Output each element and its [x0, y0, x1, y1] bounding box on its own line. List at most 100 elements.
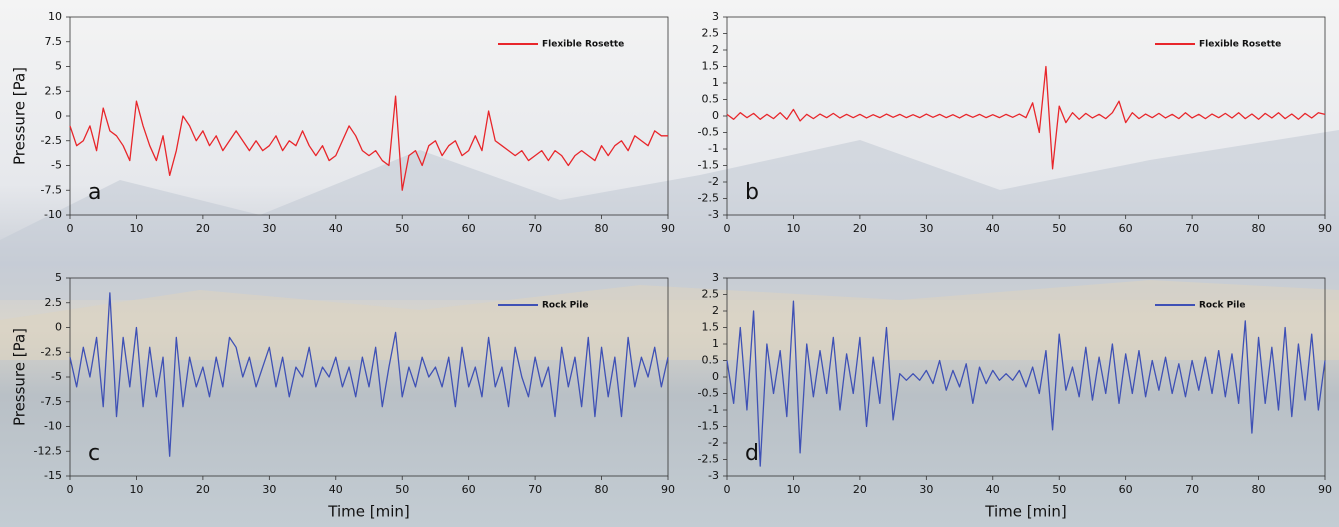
x-tick-label: 70 — [1185, 222, 1199, 235]
y-tick-label: 2.5 — [702, 27, 720, 40]
y-tick-label: 0 — [712, 109, 719, 122]
x-axis-label: Time [min] — [984, 503, 1066, 521]
y-tick-label: 3 — [712, 271, 719, 284]
y-tick-label: -1.5 — [698, 159, 719, 172]
data-line — [726, 65, 1326, 170]
x-tick-label: 50 — [395, 222, 409, 235]
y-tick-label: 0 — [712, 370, 719, 383]
y-tick-label: -3 — [708, 208, 719, 221]
y-tick-label: 5 — [55, 60, 62, 73]
x-tick-label: 90 — [661, 222, 675, 235]
y-tick-label: -2.5 — [41, 345, 62, 358]
y-tick-label: -3 — [708, 469, 719, 482]
x-tick-label: 10 — [129, 222, 143, 235]
y-tick-label: 1 — [712, 76, 719, 89]
y-tick-label: 5 — [55, 271, 62, 284]
x-tick-label: 10 — [129, 483, 143, 496]
x-tick-label: 20 — [853, 222, 867, 235]
legend-label: Flexible Rosette — [1199, 40, 1281, 50]
x-tick-label: 60 — [1119, 222, 1133, 235]
y-tick-label: 2 — [712, 43, 719, 56]
x-tick-label: 50 — [395, 483, 409, 496]
x-tick-label: 30 — [262, 222, 276, 235]
y-tick-label: 1.5 — [702, 321, 720, 334]
y-tick-label: -2 — [708, 175, 719, 188]
x-tick-label: 40 — [986, 222, 1000, 235]
y-tick-label: 0.5 — [702, 93, 720, 106]
panel-label: a — [88, 180, 101, 205]
legend-label: Rock Pile — [542, 301, 588, 311]
panel-label: b — [745, 180, 759, 205]
x-tick-label: 20 — [196, 483, 210, 496]
y-tick-label: 0 — [55, 109, 62, 122]
data-line — [726, 300, 1326, 467]
x-tick-label: 20 — [853, 483, 867, 496]
x-tick-label: 20 — [196, 222, 210, 235]
data-line — [69, 95, 668, 191]
x-tick-label: 90 — [1318, 222, 1332, 235]
mountains — [0, 130, 1339, 300]
y-tick-label: 2.5 — [702, 288, 720, 301]
x-tick-label: 10 — [786, 483, 800, 496]
y-tick-label: -5 — [51, 370, 62, 383]
x-tick-label: 60 — [462, 222, 476, 235]
y-tick-label: 7.5 — [45, 35, 63, 48]
x-tick-label: 70 — [1185, 483, 1199, 496]
y-tick-label: -1 — [708, 142, 719, 155]
x-tick-label: 80 — [1252, 222, 1266, 235]
x-tick-label: 30 — [919, 483, 933, 496]
hills — [0, 280, 1339, 360]
x-tick-label: 60 — [462, 483, 476, 496]
y-tick-label: -1.5 — [698, 420, 719, 433]
y-tick-label: 3 — [712, 10, 719, 23]
y-axis-label: Pressure [Pa] — [11, 67, 29, 165]
y-tick-label: 1.5 — [702, 60, 720, 73]
x-tick-label: 0 — [724, 483, 731, 496]
x-tick-label: 0 — [724, 222, 731, 235]
y-tick-label: -10 — [44, 420, 62, 433]
y-tick-label: -5 — [51, 159, 62, 172]
y-tick-label: 2.5 — [45, 296, 63, 309]
y-tick-label: 0 — [55, 321, 62, 334]
x-tick-label: 30 — [262, 483, 276, 496]
y-tick-label: -2.5 — [698, 192, 719, 205]
x-axis-label: Time [min] — [327, 503, 409, 521]
x-tick-label: 40 — [329, 222, 343, 235]
y-tick-label: 2 — [712, 304, 719, 317]
y-tick-label: -0.5 — [698, 126, 719, 139]
legend-label: Rock Pile — [1199, 301, 1245, 311]
x-tick-label: 50 — [1052, 222, 1066, 235]
x-tick-label: 50 — [1052, 483, 1066, 496]
y-tick-label: -7.5 — [41, 395, 62, 408]
y-tick-label: -2.5 — [41, 134, 62, 147]
x-tick-label: 80 — [1252, 483, 1266, 496]
y-tick-label: -7.5 — [41, 183, 62, 196]
y-tick-label: -1 — [708, 403, 719, 416]
x-tick-label: 80 — [595, 483, 609, 496]
x-tick-label: 80 — [595, 222, 609, 235]
x-tick-label: 10 — [786, 222, 800, 235]
y-tick-label: 10 — [48, 10, 62, 23]
x-tick-label: 30 — [919, 222, 933, 235]
data-line — [69, 292, 669, 457]
legend-label: Flexible Rosette — [542, 40, 624, 50]
y-tick-label: -15 — [44, 469, 62, 482]
y-tick-label: -12.5 — [34, 444, 62, 457]
y-tick-label: -2 — [708, 436, 719, 449]
x-tick-label: 70 — [528, 222, 542, 235]
x-tick-label: 70 — [528, 483, 542, 496]
y-axis-label: Pressure [Pa] — [11, 328, 29, 426]
x-tick-label: 40 — [329, 483, 343, 496]
x-tick-label: 90 — [661, 483, 675, 496]
x-tick-label: 0 — [67, 222, 74, 235]
y-tick-label: -2.5 — [698, 453, 719, 466]
x-tick-label: 60 — [1119, 483, 1133, 496]
y-tick-label: -0.5 — [698, 387, 719, 400]
y-tick-label: 1 — [712, 337, 719, 350]
y-tick-label: -10 — [44, 208, 62, 221]
x-tick-label: 0 — [67, 483, 74, 496]
y-tick-label: 0.5 — [702, 354, 720, 367]
panel-label: d — [745, 441, 759, 466]
x-tick-label: 90 — [1318, 483, 1332, 496]
